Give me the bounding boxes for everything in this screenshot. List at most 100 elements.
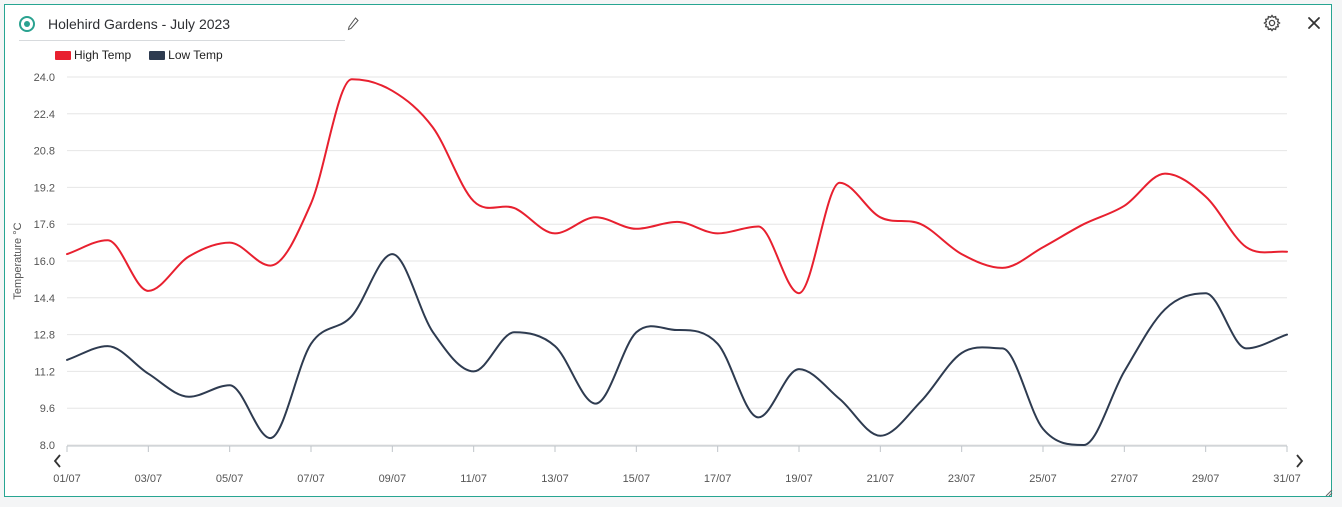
data-point-high-temp[interactable] bbox=[876, 213, 884, 221]
title-field[interactable]: Holehird Gardens - July 2023 bbox=[19, 14, 345, 41]
data-point-low-temp[interactable] bbox=[714, 340, 722, 348]
data-point-high-temp[interactable] bbox=[998, 264, 1006, 272]
legend-swatch-low bbox=[149, 50, 166, 60]
data-point-low-temp[interactable] bbox=[266, 434, 274, 442]
data-point-high-temp[interactable] bbox=[754, 223, 762, 231]
y-tick-label: 11.2 bbox=[34, 366, 55, 378]
data-point-high-temp[interactable] bbox=[1202, 193, 1210, 201]
data-point-high-temp[interactable] bbox=[1039, 243, 1047, 251]
chevron-right-icon[interactable] bbox=[1296, 454, 1304, 468]
data-point-high-temp[interactable] bbox=[795, 289, 803, 297]
data-point-high-temp[interactable] bbox=[836, 179, 844, 187]
x-tick-label: 25/07 bbox=[1029, 473, 1057, 485]
legend-swatch-high bbox=[55, 50, 71, 60]
radio-icon[interactable] bbox=[19, 16, 35, 32]
chart-legend: High Temp Low Temp bbox=[55, 48, 223, 62]
data-point-high-temp[interactable] bbox=[1161, 170, 1169, 178]
data-point-high-temp[interactable] bbox=[510, 204, 518, 212]
x-tick-label: 23/07 bbox=[948, 473, 976, 485]
data-point-high-temp[interactable] bbox=[63, 250, 71, 258]
y-tick-label: 12.8 bbox=[34, 330, 55, 342]
data-point-high-temp[interactable] bbox=[1080, 220, 1088, 228]
data-point-high-temp[interactable] bbox=[429, 124, 437, 132]
data-point-low-temp[interactable] bbox=[958, 349, 966, 357]
y-tick-label: 17.6 bbox=[34, 219, 55, 231]
y-tick-label: 20.8 bbox=[34, 146, 55, 158]
data-point-high-temp[interactable] bbox=[1120, 202, 1128, 210]
data-point-high-temp[interactable] bbox=[470, 197, 478, 205]
data-point-high-temp[interactable] bbox=[673, 218, 681, 226]
x-tick-label: 17/07 bbox=[704, 473, 732, 485]
data-point-high-temp[interactable] bbox=[226, 239, 234, 247]
x-tick-label: 27/07 bbox=[1111, 473, 1139, 485]
data-point-high-temp[interactable] bbox=[144, 287, 152, 295]
data-point-high-temp[interactable] bbox=[185, 252, 193, 260]
data-point-low-temp[interactable] bbox=[1120, 367, 1128, 375]
x-tick-label: 09/07 bbox=[379, 473, 407, 485]
data-point-low-temp[interactable] bbox=[1202, 289, 1210, 297]
data-point-high-temp[interactable] bbox=[1283, 248, 1291, 256]
data-point-low-temp[interactable] bbox=[104, 342, 112, 350]
data-point-low-temp[interactable] bbox=[592, 400, 600, 408]
y-axis-title: Temperature °C bbox=[12, 222, 24, 299]
chart-widget: Holehird Gardens - July 2023 High Temp L… bbox=[4, 4, 1333, 497]
data-point-high-temp[interactable] bbox=[632, 225, 640, 233]
data-point-high-temp[interactable] bbox=[266, 262, 274, 270]
y-tick-label: 24.0 bbox=[34, 72, 55, 84]
data-point-low-temp[interactable] bbox=[388, 250, 396, 258]
data-point-low-temp[interactable] bbox=[998, 344, 1006, 352]
data-point-high-temp[interactable] bbox=[592, 213, 600, 221]
data-point-high-temp[interactable] bbox=[714, 229, 722, 237]
data-point-low-temp[interactable] bbox=[510, 328, 518, 336]
data-point-high-temp[interactable] bbox=[1242, 243, 1250, 251]
data-point-low-temp[interactable] bbox=[1161, 305, 1169, 313]
data-point-low-temp[interactable] bbox=[348, 312, 356, 320]
data-point-high-temp[interactable] bbox=[551, 229, 559, 237]
data-point-low-temp[interactable] bbox=[917, 397, 925, 405]
data-point-low-temp[interactable] bbox=[795, 365, 803, 373]
resize-handle-icon[interactable] bbox=[1323, 487, 1333, 497]
x-tick-label: 03/07 bbox=[135, 473, 163, 485]
y-tick-label: 22.4 bbox=[34, 109, 55, 121]
y-tick-label: 9.6 bbox=[40, 403, 55, 415]
data-point-low-temp[interactable] bbox=[632, 328, 640, 336]
data-point-low-temp[interactable] bbox=[429, 328, 437, 336]
data-point-high-temp[interactable] bbox=[958, 250, 966, 258]
data-point-low-temp[interactable] bbox=[673, 326, 681, 334]
data-point-low-temp[interactable] bbox=[1242, 344, 1250, 352]
x-tick-label: 21/07 bbox=[867, 473, 895, 485]
y-tick-label: 14.4 bbox=[34, 293, 55, 305]
legend-label-high: High Temp bbox=[74, 48, 132, 62]
x-tick-label: 15/07 bbox=[623, 473, 651, 485]
data-point-low-temp[interactable] bbox=[307, 340, 315, 348]
data-point-low-temp[interactable] bbox=[836, 395, 844, 403]
chevron-left-icon[interactable] bbox=[53, 454, 61, 468]
data-point-high-temp[interactable] bbox=[917, 220, 925, 228]
data-point-low-temp[interactable] bbox=[144, 370, 152, 378]
data-point-low-temp[interactable] bbox=[876, 432, 884, 440]
data-point-low-temp[interactable] bbox=[1039, 425, 1047, 433]
legend-item-high[interactable]: High Temp bbox=[55, 48, 131, 62]
data-point-high-temp[interactable] bbox=[104, 236, 112, 244]
data-point-low-temp[interactable] bbox=[1283, 331, 1291, 339]
x-tick-label: 05/07 bbox=[216, 473, 244, 485]
data-point-low-temp[interactable] bbox=[754, 413, 762, 421]
x-tick-label: 07/07 bbox=[297, 473, 325, 485]
data-point-low-temp[interactable] bbox=[226, 381, 234, 389]
legend-label-low: Low Temp bbox=[168, 48, 223, 62]
data-point-high-temp[interactable] bbox=[348, 75, 356, 83]
widget-title[interactable]: Holehird Gardens - July 2023 bbox=[48, 16, 231, 32]
x-tick-label: 01/07 bbox=[53, 473, 81, 485]
pencil-icon[interactable] bbox=[347, 17, 359, 31]
data-point-low-temp[interactable] bbox=[1080, 441, 1088, 449]
close-icon[interactable] bbox=[1306, 15, 1322, 31]
data-point-high-temp[interactable] bbox=[388, 87, 396, 95]
gear-icon[interactable] bbox=[1263, 14, 1281, 32]
data-point-low-temp[interactable] bbox=[185, 393, 193, 401]
data-point-high-temp[interactable] bbox=[307, 200, 315, 208]
data-point-low-temp[interactable] bbox=[551, 342, 559, 350]
data-point-low-temp[interactable] bbox=[63, 356, 71, 364]
legend-item-low[interactable]: Low Temp bbox=[149, 48, 223, 62]
data-point-low-temp[interactable] bbox=[470, 367, 478, 375]
